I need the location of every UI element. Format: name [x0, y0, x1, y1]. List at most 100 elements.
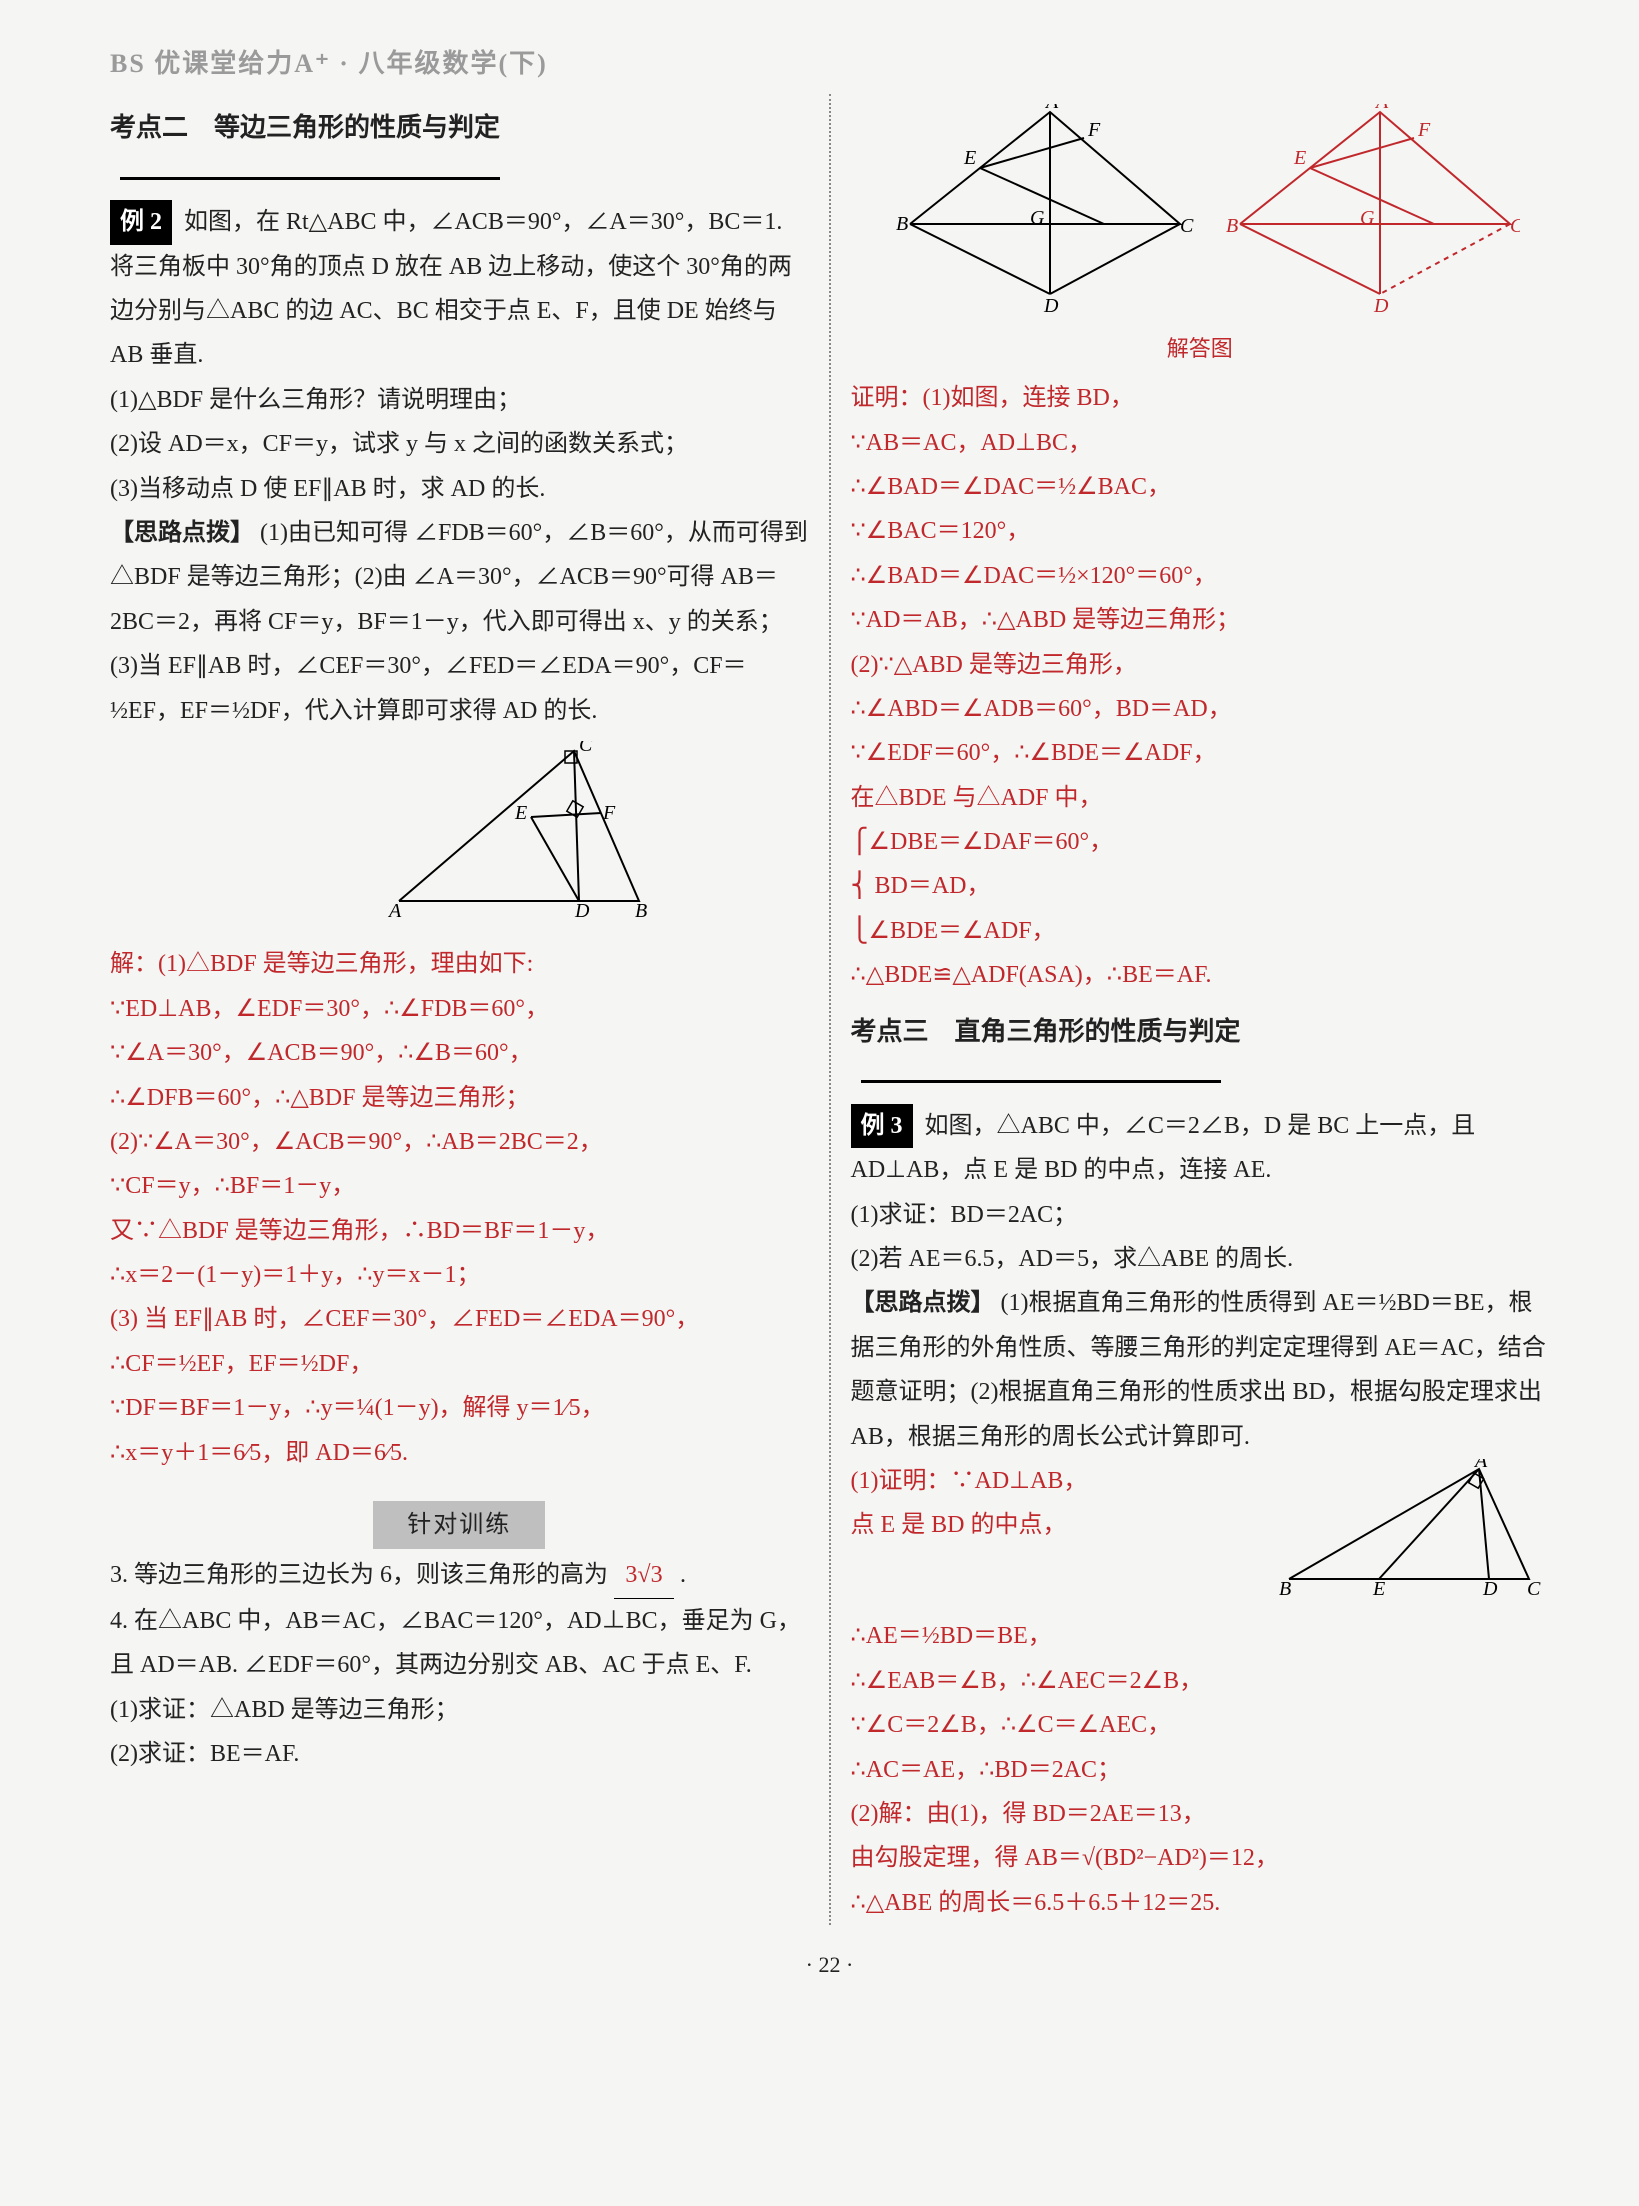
proof4-0: 证明：(1)如图，连接 BD， [851, 376, 1550, 420]
kaodian-2-title: 考点二 等边三角形的性质与判定 [110, 113, 500, 142]
proof4-2: ∴∠BAD＝∠DAC＝½∠BAC， [851, 465, 1550, 509]
problem-intro: 如图，在 Rt△ABC 中，∠ACB＝90°，∠A＝30°，BC＝1. 将三角板… [110, 209, 792, 368]
sol3-intro: (1)证明：∵AD⊥AB， [851, 1459, 1270, 1503]
sol-line-11: ∴x＝y＋1＝6⁄5，即 AD＝6⁄5. [110, 1431, 809, 1475]
proof4-3: ∵∠BAC＝120°， [851, 509, 1550, 553]
silu3-label: 【思路点拨】 [851, 1290, 995, 1316]
svg-text:B: B [635, 900, 647, 921]
silu-label: 【思路点拨】 [110, 520, 254, 546]
page-number: · 22 · [110, 1945, 1549, 1986]
rule-line [120, 177, 500, 180]
svg-text:E: E [1293, 147, 1306, 169]
train-3-blank[interactable]: 3√3 [614, 1553, 674, 1598]
proof4-10: ⎧∠DBE＝∠DAF＝60°， [851, 820, 1550, 864]
figure-example2: A B C D E F [250, 741, 809, 936]
problem3-q2: (2)若 AE＝6.5，AD＝5，求△ABE 的周长. [851, 1237, 1550, 1281]
proof4-1: ∵AB＝AC，AD⊥BC， [851, 421, 1550, 465]
problem-q1: (1)△BDF 是什么三角形？请说明理由； [110, 378, 809, 422]
svg-text:A: A [1473, 1459, 1488, 1472]
svg-text:D: D [1482, 1578, 1498, 1599]
train-4-q1: (1)求证：△ABD 是等边三角形； [110, 1688, 809, 1732]
svg-text:D: D [574, 900, 590, 921]
example-3-problem: 例 3 如图，△ABC 中，∠C＝2∠B，D 是 BC 上一点，且 AD⊥AB，… [851, 1104, 1550, 1193]
sol-line-7: ∴x＝2－(1－y)＝1＋y，∴y＝x－1； [110, 1253, 809, 1297]
svg-text:B: B [1279, 1578, 1291, 1599]
svg-text:A: A [1044, 104, 1059, 113]
proof4-11: ⎨ BD＝AD， [851, 864, 1550, 908]
svg-text:B: B [1226, 215, 1238, 237]
sol3-1: ∴∠EAB＝∠B，∴∠AEC＝2∠B， [851, 1659, 1550, 1703]
silu-text: (1)由已知可得 ∠FDB＝60°，∠B＝60°，从而可得到△BDF 是等边三角… [110, 520, 808, 724]
sol-line-9: ∴CF＝½EF，EF＝½DF， [110, 1342, 809, 1386]
train-4-intro: 4. 在△ABC 中，AB＝AC，∠BAC＝120°，AD⊥BC，垂足为 G，且… [110, 1599, 809, 1688]
training-header: 针对训练 [110, 1501, 809, 1549]
sol-line-6: 又∵△BDF 是等边三角形，∴BD＝BF＝1－y， [110, 1209, 809, 1253]
svg-text:C: C [1180, 215, 1194, 237]
proof4-12: ⎩∠BDE＝∠ADF， [851, 909, 1550, 953]
svg-text:C: C [1527, 1578, 1541, 1599]
kaodian-2-header: 考点二 等边三角形的性质与判定 [110, 104, 809, 200]
problem-q2: (2)设 AD＝x，CF＝y，试求 y 与 x 之间的函数关系式； [110, 422, 809, 466]
column-divider [829, 94, 831, 1925]
figure-example3: A B E D C [1279, 1459, 1549, 1614]
sol-line-8: (3) 当 EF∥AB 时，∠CEF＝30°，∠FED＝∠EDA＝90°， [110, 1297, 809, 1341]
sol3-5: 由勾股定理，得 AB＝√(BD²−AD²)＝12， [851, 1836, 1550, 1880]
proof4-13: ∴△BDE≌△ADF(ASA)，∴BE＝AF. [851, 953, 1550, 997]
sol-line-10: ∵DF＝BF＝1－y，∴y＝¼(1－y)，解得 y＝1⁄5， [110, 1386, 809, 1430]
kaodian-3-header: 考点三 直角三角形的性质与判定 [851, 1008, 1550, 1104]
svg-text:D: D [1043, 295, 1059, 314]
proof4-8: ∵∠EDF＝60°，∴∠BDE＝∠ADF， [851, 731, 1550, 775]
svg-text:E: E [1372, 1578, 1385, 1599]
sol-line-3: ∴∠DFB＝60°，∴△BDF 是等边三角形； [110, 1076, 809, 1120]
figure-pair-top: A B C D E F G [851, 104, 1550, 370]
sol3-6: ∴△ABE 的周长＝6.5＋6.5＋12＝25. [851, 1881, 1550, 1925]
svg-text:E: E [963, 147, 976, 169]
book-header: BS 优课堂给力A⁺ · 八年级数学(下) [110, 40, 1549, 88]
problem3-intro: 如图，△ABC 中，∠C＝2∠B，D 是 BC 上一点，且 AD⊥AB，点 E … [851, 1113, 1476, 1183]
proof4-4: ∴∠BAD＝∠DAC＝½×120°＝60°， [851, 554, 1550, 598]
train-3-text: 3. 等边三角形的三边长为 6，则该三角形的高为 [110, 1562, 608, 1588]
svg-text:B: B [896, 213, 908, 235]
svg-text:A: A [1374, 104, 1389, 113]
kaodian-3-title: 考点三 直角三角形的性质与判定 [851, 1017, 1241, 1046]
svg-text:F: F [602, 802, 616, 824]
svg-text:C: C [579, 741, 593, 756]
silu-block: 【思路点拨】 (1)由已知可得 ∠FDB＝60°，∠B＝60°，从而可得到△BD… [110, 511, 809, 733]
proof4-6: (2)∵△ABD 是等边三角形， [851, 643, 1550, 687]
sol-line-2: ∵∠A＝30°，∠ACB＝90°，∴∠B＝60°， [110, 1031, 809, 1075]
problem-q3: (3)当移动点 D 使 EF∥AB 时，求 AD 的长. [110, 467, 809, 511]
proof4-5: ∵AD＝AB，∴△ABD 是等边三角形； [851, 598, 1550, 642]
train-4-q2: (2)求证：BE＝AF. [110, 1732, 809, 1776]
example-tag: 例 2 [110, 200, 172, 244]
proof4-9: 在△BDE 与△ADF 中， [851, 776, 1550, 820]
proof4-7: ∴∠ABD＝∠ADB＝60°，BD＝AD， [851, 687, 1550, 731]
train-3-period: . [680, 1562, 686, 1588]
example-2-problem: 例 2 如图，在 Rt△ABC 中，∠ACB＝90°，∠A＝30°，BC＝1. … [110, 200, 809, 378]
svg-text:F: F [1087, 119, 1101, 141]
svg-text:E: E [514, 802, 527, 824]
sol-line-0: 解：(1)△BDF 是等边三角形，理由如下: [110, 942, 809, 986]
train-3: 3. 等边三角形的三边长为 6，则该三角形的高为 3√3 . [110, 1553, 809, 1598]
svg-text:G: G [1360, 207, 1375, 229]
right-column: A B C D E F G [851, 94, 1550, 1925]
svg-text:F: F [1417, 119, 1431, 141]
sol3-3: ∴AC＝AE，∴BD＝2AC； [851, 1748, 1550, 1792]
rule-line-2 [861, 1080, 1221, 1083]
sol3-0: ∴AE＝½BD＝BE， [851, 1614, 1550, 1658]
svg-text:D: D [1373, 295, 1389, 314]
sol3-2: ∵∠C＝2∠B，∴∠C＝∠AEC， [851, 1703, 1550, 1747]
svg-text:G: G [1030, 207, 1045, 229]
sol3-with-figure: (1)证明：∵AD⊥AB， 点 E 是 BD 的中点， A B E D [851, 1459, 1550, 1614]
answer-figure-caption: 解答图 [851, 329, 1550, 370]
silu3-block: 【思路点拨】 (1)根据直角三角形的性质得到 AE＝½BD＝BE，根据三角形的外… [851, 1281, 1550, 1459]
problem3-q1: (1)求证：BD＝2AC； [851, 1193, 1550, 1237]
svg-text:C: C [1510, 215, 1520, 237]
example-3-tag: 例 3 [851, 1104, 913, 1148]
page: BS 优课堂给力A⁺ · 八年级数学(下) 考点二 等边三角形的性质与判定 例 … [0, 0, 1639, 2036]
sol-line-4: (2)∵∠A＝30°，∠ACB＝90°，∴AB＝2BC＝2， [110, 1120, 809, 1164]
two-column-layout: 考点二 等边三角形的性质与判定 例 2 如图，在 Rt△ABC 中，∠ACB＝9… [110, 94, 1549, 1925]
sol-line-5: ∵CF＝y，∴BF＝1－y， [110, 1164, 809, 1208]
left-column: 考点二 等边三角形的性质与判定 例 2 如图，在 Rt△ABC 中，∠ACB＝9… [110, 94, 809, 1776]
sol-line-1: ∵ED⊥AB，∠EDF＝30°，∴∠FDB＝60°， [110, 987, 809, 1031]
sol3-4: (2)解：由(1)，得 BD＝2AE＝13， [851, 1792, 1550, 1836]
